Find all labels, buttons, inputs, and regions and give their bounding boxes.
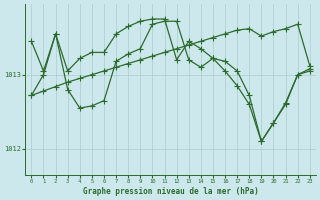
X-axis label: Graphe pression niveau de la mer (hPa): Graphe pression niveau de la mer (hPa)	[83, 187, 259, 196]
